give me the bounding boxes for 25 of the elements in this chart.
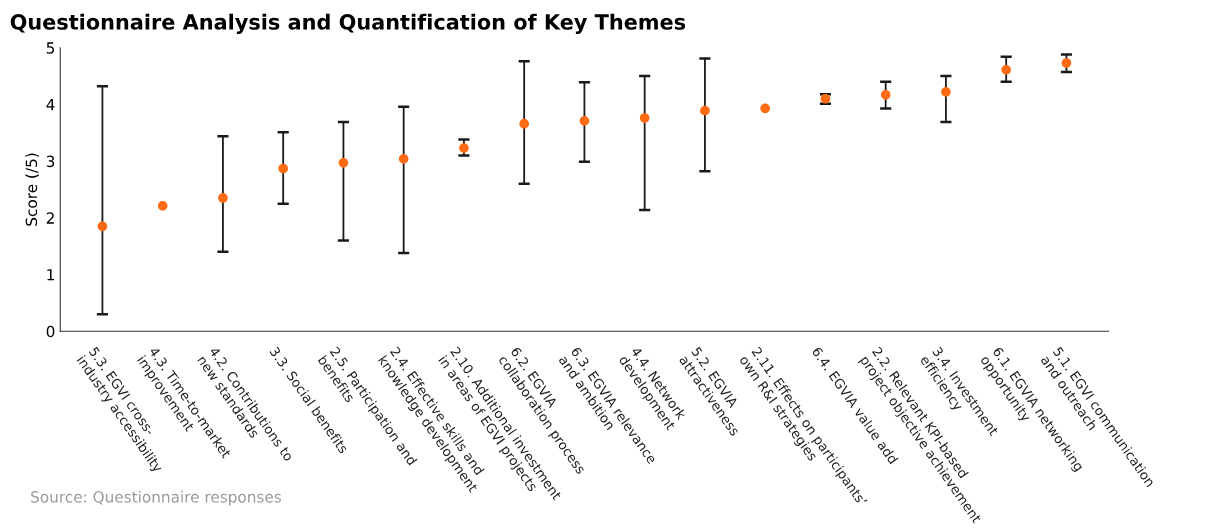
y-tick-label: 1 xyxy=(47,269,54,281)
chart-title: Questionnaire Analysis and Quantification of Key Themes xyxy=(10,13,686,35)
y-tick-label: 5 xyxy=(46,42,55,54)
y-tick-label: 2 xyxy=(46,212,54,224)
y-axis-title: Score (/5) xyxy=(25,153,39,226)
source-note: Source: Questionnaire responses xyxy=(31,490,282,506)
point xyxy=(941,87,951,97)
point xyxy=(1001,64,1012,75)
point xyxy=(338,157,349,168)
point xyxy=(157,201,168,211)
y-tick-label: 4 xyxy=(46,99,55,111)
point xyxy=(760,103,771,114)
point xyxy=(97,221,108,232)
y-tick-label: 3 xyxy=(46,155,55,168)
point xyxy=(579,115,590,126)
point xyxy=(639,113,650,123)
point xyxy=(519,118,530,129)
point xyxy=(700,105,710,116)
point xyxy=(278,163,289,174)
y-tick-label: 0 xyxy=(46,325,55,338)
point xyxy=(1061,58,1072,68)
point xyxy=(218,193,228,203)
point xyxy=(880,89,891,100)
point xyxy=(398,153,409,164)
point xyxy=(459,143,469,153)
